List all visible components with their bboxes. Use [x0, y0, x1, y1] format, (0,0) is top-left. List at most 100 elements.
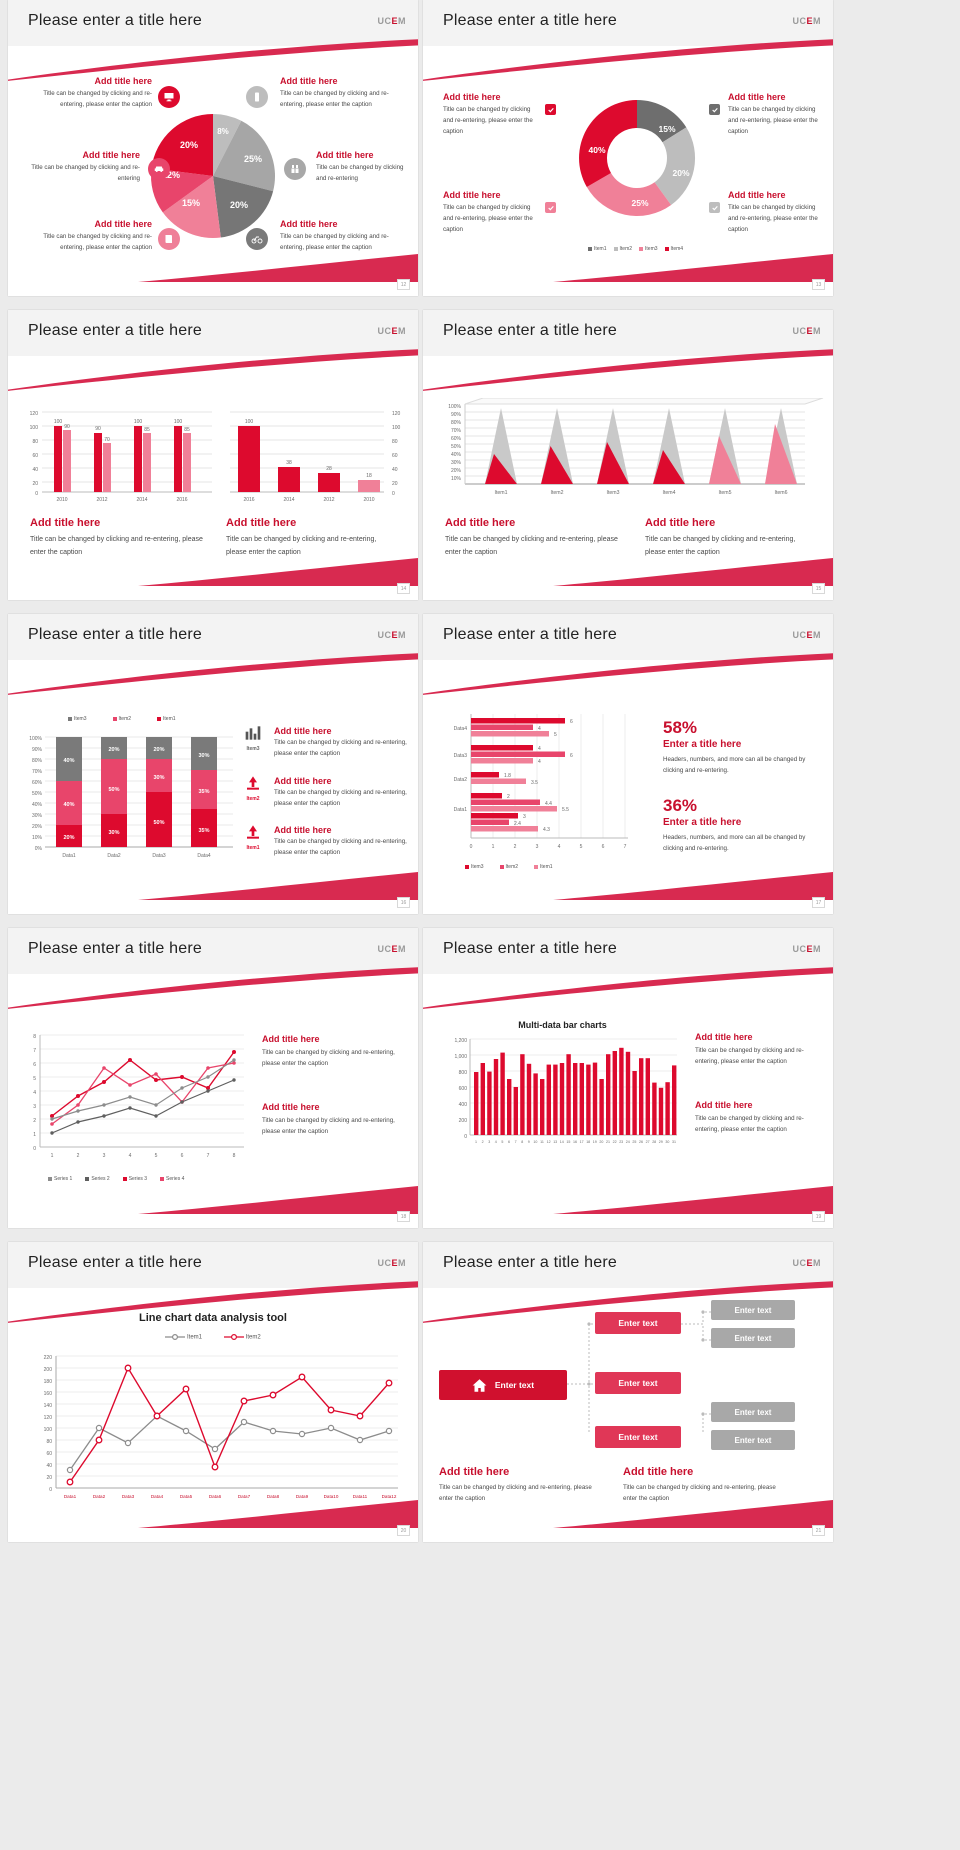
- stat-block-1[interactable]: 58% Enter a title here Headers, numbers,…: [663, 718, 823, 777]
- text-block-2[interactable]: Add title here Title can be changed by c…: [226, 517, 391, 559]
- svg-text:3: 3: [488, 1140, 490, 1144]
- phone-icon[interactable]: [246, 86, 268, 108]
- svg-text:Item5: Item5: [719, 490, 732, 496]
- block-caption: Title can be changed by clicking and re-…: [623, 1484, 776, 1502]
- monitor-icon[interactable]: [158, 86, 180, 108]
- flowchart-root-label: Enter text: [494, 1380, 535, 1390]
- page-title: Please enter a title here: [28, 940, 202, 957]
- flowchart-mid-node-2[interactable]: Enter text: [595, 1372, 681, 1394]
- flowchart-mid-node-1[interactable]: Enter text: [595, 1312, 681, 1334]
- svg-text:30: 30: [665, 1140, 669, 1144]
- text-block-2[interactable]: Add title here Title can be changed by c…: [262, 1102, 412, 1138]
- svg-text:6: 6: [570, 753, 573, 759]
- slide-18[interactable]: Please enter a title here UCEM 8 7 6 5 4…: [8, 928, 418, 1228]
- text-block-1[interactable]: Add title here Title can be changed by c…: [445, 517, 625, 559]
- check-icon[interactable]: [545, 202, 556, 213]
- text-block-1[interactable]: Add title here Title can be changed by c…: [262, 1034, 412, 1070]
- check-icon[interactable]: [709, 202, 720, 213]
- slide-12[interactable]: Please enter a title here UCEM 8% 25% 20…: [8, 0, 418, 296]
- slide-16[interactable]: Please enter a title here UCEM Item3 Ite…: [8, 614, 418, 914]
- flowchart-mid-node-3[interactable]: Enter text: [595, 1426, 681, 1448]
- slide-15[interactable]: Please enter a title here UCEM 100% 90% …: [423, 310, 833, 600]
- check-icon[interactable]: [709, 104, 720, 115]
- slide-17[interactable]: Please enter a title here UCEM 6 4 5 Dat…: [423, 614, 833, 914]
- chart-legend: Item1 Item2: [8, 1333, 418, 1341]
- svg-text:50%: 50%: [451, 444, 462, 450]
- svg-text:0: 0: [392, 491, 395, 497]
- page-title: Please enter a title here: [443, 626, 617, 643]
- callout-right-1[interactable]: Add title here Title can be changed by c…: [728, 92, 824, 138]
- svg-text:90%: 90%: [451, 412, 462, 418]
- legend-item: Item3: [68, 716, 87, 722]
- slide-20[interactable]: Please enter a title here UCEM Line char…: [8, 1242, 418, 1542]
- stat-title: Enter a title here: [663, 739, 742, 750]
- text-block-2[interactable]: Add title here Title can be changed by c…: [645, 517, 810, 559]
- binoculars-icon[interactable]: [284, 158, 306, 180]
- flowchart-mid-label: Enter text: [618, 1318, 658, 1328]
- callout-left-1[interactable]: Add title here Title can be changed by c…: [443, 92, 535, 138]
- callout-right-3[interactable]: Add title here Title can be changed by c…: [280, 219, 410, 254]
- slide-14[interactable]: Please enter a title here UCEM 120 100 8…: [8, 310, 418, 600]
- check-icon[interactable]: [545, 104, 556, 115]
- callout-left-1[interactable]: Add title here Title can be changed by c…: [22, 76, 152, 111]
- list-item[interactable]: Item2 Add title here Title can be change…: [240, 776, 410, 810]
- block-caption: Title can be changed by clicking and re-…: [695, 1047, 804, 1065]
- text-block-1[interactable]: Add title here Title can be changed by c…: [30, 517, 205, 559]
- svg-text:5: 5: [33, 1076, 36, 1082]
- car-icon[interactable]: [148, 158, 170, 180]
- slide-19[interactable]: Please enter a title here UCEM Multi-dat…: [423, 928, 833, 1228]
- text-block-2[interactable]: Add title here Title can be changed by c…: [695, 1100, 825, 1136]
- list-item[interactable]: Item3 Add title here Title can be change…: [240, 726, 410, 760]
- flowchart-leaf-node-2[interactable]: Enter text: [711, 1328, 795, 1348]
- slide-21[interactable]: Please enter a title here UCEM Enter tex…: [423, 1242, 833, 1542]
- svg-text:Data3: Data3: [152, 853, 166, 859]
- list-item[interactable]: Item1 Add title here Title can be change…: [240, 825, 410, 859]
- svg-text:40%: 40%: [63, 758, 74, 764]
- flowchart-leaf-node-3[interactable]: Enter text: [711, 1402, 795, 1422]
- stat-block-2[interactable]: 36% Enter a title here Headers, numbers,…: [663, 796, 823, 855]
- callout-right-2[interactable]: Add title here Title can be changed by c…: [316, 150, 412, 185]
- svg-text:40%: 40%: [588, 145, 605, 155]
- book-icon[interactable]: [158, 228, 180, 250]
- callout-caption: Title can be changed by clicking and re-…: [728, 204, 818, 233]
- page-title: Please enter a title here: [443, 322, 617, 339]
- svg-text:2.4: 2.4: [514, 821, 521, 827]
- svg-text:21: 21: [606, 1140, 610, 1144]
- callout-left-2[interactable]: Add title here Title can be changed by c…: [22, 150, 140, 185]
- block-caption: Title can be changed by clicking and re-…: [262, 1117, 395, 1135]
- text-block-1[interactable]: Add title here Title can be changed by c…: [439, 1466, 604, 1505]
- list-item-caption: Title can be changed by clicking and re-…: [274, 739, 407, 757]
- list-item-caption: Title can be changed by clicking and re-…: [274, 788, 407, 807]
- text-block-2[interactable]: Add title here Title can be changed by c…: [623, 1466, 788, 1505]
- callout-caption: Title can be changed by clicking and re-…: [280, 233, 389, 251]
- svg-text:6: 6: [570, 719, 573, 725]
- slide-header: Please enter a title here UCEM: [423, 0, 833, 46]
- callout-left-2[interactable]: Add title here Title can be changed by c…: [443, 190, 535, 236]
- flowchart-root-node[interactable]: Enter text: [439, 1370, 567, 1400]
- svg-text:2: 2: [77, 1153, 80, 1159]
- bicycle-icon[interactable]: [246, 228, 268, 250]
- callout-left-3[interactable]: Add title here Title can be changed by c…: [22, 219, 152, 254]
- slide-header: Please enter a title here UCEM: [423, 614, 833, 660]
- slide-13[interactable]: Please enter a title here UCEM 15% 20% 2…: [423, 0, 833, 296]
- page-title: Please enter a title here: [443, 1254, 617, 1271]
- svg-text:30%: 30%: [32, 813, 43, 819]
- flowchart-leaf-node-4[interactable]: Enter text: [711, 1430, 795, 1450]
- page-title: Please enter a title here: [443, 940, 617, 957]
- svg-text:85: 85: [144, 427, 150, 433]
- callout-right-1[interactable]: Add title here Title can be changed by c…: [280, 76, 408, 111]
- svg-text:15%: 15%: [658, 124, 675, 134]
- text-block-1[interactable]: Add title here Title can be changed by c…: [695, 1032, 825, 1068]
- svg-text:Data1: Data1: [454, 807, 468, 813]
- callout-right-2[interactable]: Add title here Title can be changed by c…: [728, 190, 824, 236]
- svg-text:220: 220: [44, 1355, 53, 1361]
- page-number: 15: [812, 583, 825, 594]
- svg-text:7: 7: [207, 1153, 210, 1159]
- bar-chart-right: 120 100 80 60 40 20 0 100 2016 38 2014 2…: [230, 411, 401, 503]
- callout-caption: Title can be changed by clicking and re-…: [443, 106, 533, 135]
- legend-item: Series 1: [48, 1176, 72, 1182]
- flowchart-leaf-node-1[interactable]: Enter text: [711, 1300, 795, 1320]
- logo: UCEM: [792, 1258, 821, 1268]
- callout-caption: Title can be changed by clicking and re-…: [316, 164, 404, 182]
- svg-text:Data7: Data7: [238, 1494, 251, 1499]
